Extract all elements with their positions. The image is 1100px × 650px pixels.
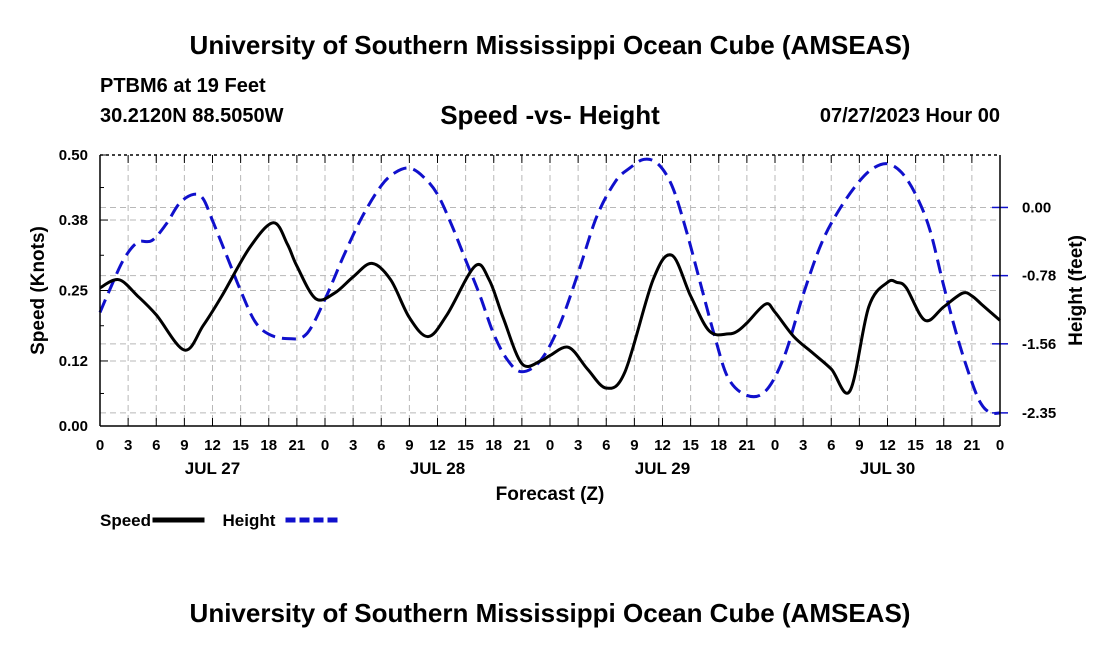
x-tick-label: 21	[964, 437, 981, 454]
x-tick-label: 15	[907, 437, 924, 454]
series-layer	[98, 157, 1001, 416]
y-tick-label: 0.25	[59, 283, 88, 300]
x-tick-label: 9	[405, 437, 413, 454]
x-axis-label: Forecast (Z)	[496, 484, 605, 505]
x-tick-label: 21	[514, 437, 531, 454]
chart-title: University of Southern Mississippi Ocean…	[189, 30, 911, 60]
forecast-datetime: 07/27/2023 Hour 00	[819, 105, 1000, 127]
x-tick-label: 12	[204, 437, 221, 454]
x-tick-label: 3	[799, 437, 807, 454]
x-tick-label: 9	[630, 437, 638, 454]
axis-labels: 0 3 6 9 12 15 18 21 0 3 6 9 12 15 18 21 0 3 6 9 12 15 18 21 0 3 6 9…	[28, 147, 1087, 505]
axes	[99, 154, 1008, 427]
x-tick-label: 6	[377, 437, 385, 454]
x-tick-label: 18	[485, 437, 502, 454]
x-tick-label: 18	[710, 437, 727, 454]
x-tick-label: 0	[321, 437, 329, 454]
x-tick-label: 3	[124, 437, 132, 454]
legend-label-speed: Speed	[100, 511, 151, 530]
y-tick-label: 0.38	[59, 212, 88, 229]
y2-tick-label: 0.00	[1022, 199, 1051, 216]
x-tick-label: 15	[457, 437, 474, 454]
x-tick-label: 15	[232, 437, 249, 454]
x-tick-label: 6	[152, 437, 160, 454]
y2-tick-label: -2.35	[1022, 405, 1056, 422]
y2-tick-label: -0.78	[1022, 268, 1056, 285]
day-label: JUL 30	[860, 459, 915, 478]
station-coordinates: 30.2120N 88.5050W	[100, 105, 284, 127]
x-tick-label: 12	[429, 437, 446, 454]
x-tick-label: 0	[96, 437, 104, 454]
x-tick-label: 0	[771, 437, 779, 454]
day-label: JUL 28	[410, 459, 465, 478]
x-tick-label: 3	[349, 437, 357, 454]
day-label: JUL 27	[185, 459, 240, 478]
station-label: PTBM6 at 19 Feet	[100, 75, 266, 97]
y-tick-label: 0.00	[59, 418, 88, 435]
x-tick-label: 18	[260, 437, 277, 454]
grid	[100, 155, 1000, 426]
x-tick-label: 12	[879, 437, 896, 454]
legend-label-height: Height	[223, 511, 276, 530]
x-tick-label: 3	[574, 437, 582, 454]
x-tick-label: 12	[654, 437, 671, 454]
x-tick-label: 18	[935, 437, 952, 454]
bottom-title: University of Southern Mississippi Ocean…	[189, 598, 911, 628]
x-tick-label: 6	[827, 437, 835, 454]
x-tick-label: 21	[289, 437, 306, 454]
y2-tick-label: -1.56	[1022, 336, 1056, 353]
x-tick-label: 0	[546, 437, 554, 454]
y-axis-label: Speed (Knots)	[28, 226, 49, 355]
y-tick-label: 0.50	[59, 147, 88, 164]
chart-subtitle: Speed -vs- Height	[440, 100, 660, 130]
x-tick-label: 9	[855, 437, 863, 454]
legend: Speed Height	[100, 511, 338, 530]
speed-series-line	[99, 221, 1001, 395]
x-tick-label: 6	[602, 437, 610, 454]
y2-axis-label: Height (feet)	[1066, 235, 1087, 346]
x-tick-label: 9	[180, 437, 188, 454]
x-tick-label: 0	[996, 437, 1004, 454]
day-label: JUL 29	[635, 459, 690, 478]
y-tick-label: 0.12	[59, 353, 88, 370]
x-tick-label: 21	[739, 437, 756, 454]
x-tick-label: 15	[682, 437, 699, 454]
